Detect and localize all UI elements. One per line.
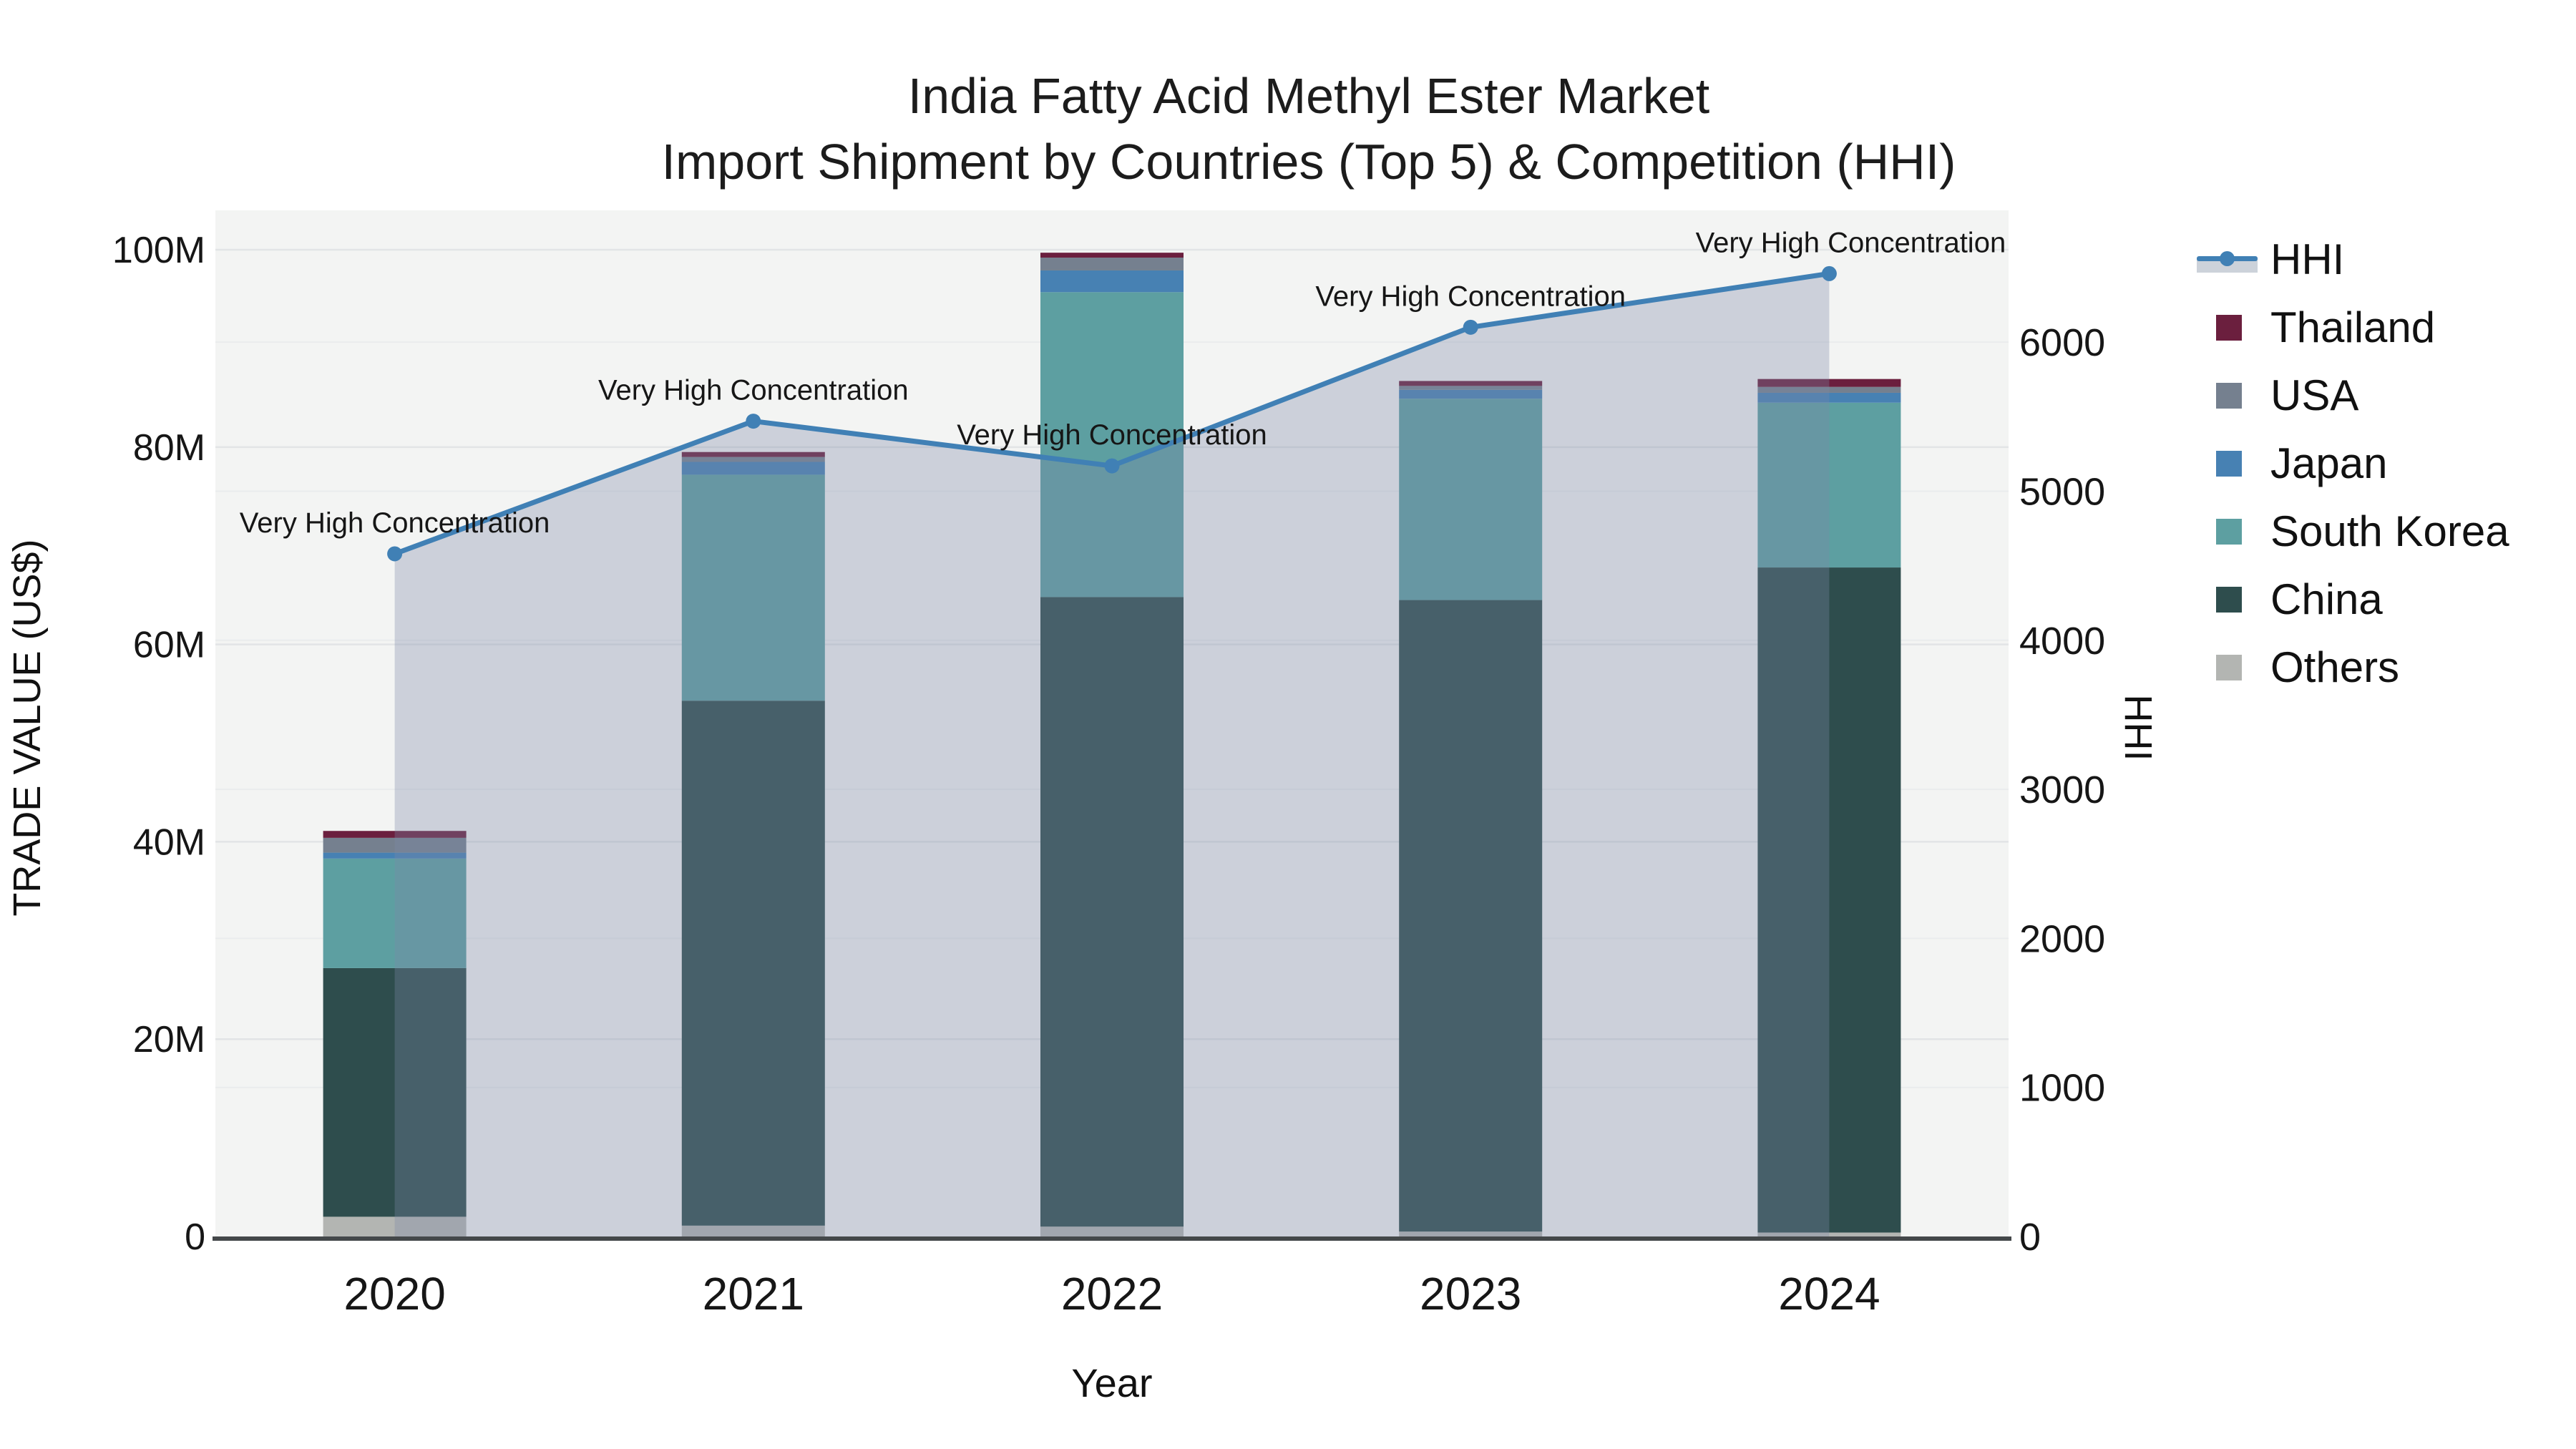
- bar-segment-2020-others[interactable]: [323, 1216, 467, 1236]
- tick-x-2023: 2023: [1420, 1268, 1521, 1319]
- bar-segment-2021-others[interactable]: [681, 1225, 825, 1236]
- bar-segment-2020-china[interactable]: [323, 967, 467, 1217]
- legend-swatch-south-korea-icon: [2190, 497, 2270, 565]
- bar-segment-2024-china[interactable]: [1757, 567, 1901, 1233]
- bar-segment-2024-others[interactable]: [1757, 1232, 1901, 1236]
- legend-item-china[interactable]: China: [2190, 565, 2509, 633]
- tick-x-2024: 2024: [1778, 1268, 1880, 1319]
- tick-right-3000: 3000: [2019, 769, 2105, 811]
- tick-right-4000: 4000: [2019, 620, 2105, 663]
- tick-right-2000: 2000: [2019, 917, 2105, 960]
- annotation-2021: Very High Concentration: [598, 375, 909, 406]
- bar-segment-2021-japan[interactable]: [681, 462, 825, 475]
- legend-item-japan[interactable]: Japan: [2190, 429, 2509, 497]
- tick-right-0: 0: [2019, 1216, 2041, 1259]
- legend-label-china: China: [2270, 575, 2383, 623]
- legend-item-south-korea[interactable]: South Korea: [2190, 497, 2509, 565]
- bar-segment-2022-others[interactable]: [1040, 1226, 1184, 1236]
- hhi-area-fill: [394, 273, 1830, 1237]
- annotation-2023: Very High Concentration: [1315, 280, 1626, 312]
- legend-swatch-china-icon: [2190, 565, 2270, 633]
- legend-item-usa[interactable]: USA: [2190, 361, 2509, 429]
- bar-segment-2021-china[interactable]: [681, 701, 825, 1226]
- legend-label-japan: Japan: [2270, 439, 2388, 487]
- chart-title-line1: India Fatty Acid Methyl Ester Market: [907, 68, 1710, 124]
- chart-title-line2: Import Shipment by Countries (Top 5) & C…: [661, 134, 1956, 190]
- bar-segment-2022-south-korea[interactable]: [1040, 292, 1184, 597]
- bar-segment-2023-japan[interactable]: [1399, 389, 1543, 399]
- hhi-point-2022[interactable]: [1104, 458, 1120, 474]
- legend-swatch-others-icon: [2190, 633, 2270, 701]
- legend: HHI Thailand USA Japan South Korea China Other…: [2190, 225, 2509, 701]
- x-axis-line: [213, 1236, 2011, 1241]
- annotation-2024: Very High Concentration: [1696, 227, 2006, 258]
- legend-label-usa: USA: [2270, 371, 2359, 419]
- tick-right-5000: 5000: [2019, 470, 2105, 513]
- bar-segment-2023-thailand[interactable]: [1399, 381, 1543, 386]
- bar-segment-2021-thailand[interactable]: [681, 452, 825, 457]
- bar-segment-2023-china[interactable]: [1399, 600, 1543, 1232]
- hhi-point-2021[interactable]: [746, 414, 761, 429]
- tick-x-2022: 2022: [1061, 1268, 1163, 1319]
- annotation-2022: Very High Concentration: [957, 419, 1267, 451]
- bar-segment-2023-usa[interactable]: [1399, 386, 1543, 390]
- legend-label-others: Others: [2270, 643, 2400, 691]
- legend-label-hhi: HHI: [2270, 235, 2345, 283]
- legend-item-thailand[interactable]: Thailand: [2190, 293, 2509, 361]
- bar-segment-2024-japan[interactable]: [1757, 392, 1901, 403]
- tick-x-2021: 2021: [703, 1268, 804, 1319]
- tick-x-2020: 2020: [343, 1268, 445, 1319]
- bar-segment-2020-japan[interactable]: [323, 852, 467, 859]
- chart-title: India Fatty Acid Methyl Ester Market Imp…: [0, 63, 2576, 195]
- tick-left-20M: 20M: [133, 1019, 205, 1060]
- tick-left-60M: 60M: [133, 625, 205, 666]
- bar-segment-2022-usa[interactable]: [1040, 258, 1184, 270]
- hhi-point-2023[interactable]: [1463, 319, 1478, 335]
- legend-swatch-thailand-icon: [2190, 293, 2270, 361]
- annotation-2020: Very High Concentration: [240, 507, 550, 539]
- tick-left-100M: 100M: [112, 230, 205, 271]
- tick-left-0: 0: [185, 1216, 205, 1258]
- bar-segment-2021-south-korea[interactable]: [681, 474, 825, 701]
- hhi-point-2024[interactable]: [1821, 265, 1837, 281]
- bar-segment-2024-thailand[interactable]: [1757, 379, 1901, 387]
- tick-right-6000: 6000: [2019, 321, 2105, 364]
- legend-swatch-japan-icon: [2190, 429, 2270, 497]
- bar-segment-2023-south-korea[interactable]: [1399, 399, 1543, 600]
- hhi-line-marker-icon: [2190, 225, 2270, 293]
- tick-left-80M: 80M: [133, 427, 205, 469]
- legend-swatch-usa-icon: [2190, 361, 2270, 429]
- bar-segment-2020-thailand[interactable]: [323, 831, 467, 838]
- legend-label-thailand: Thailand: [2270, 303, 2436, 351]
- bar-segment-2022-china[interactable]: [1040, 597, 1184, 1227]
- bar-segment-2022-thailand[interactable]: [1040, 253, 1184, 258]
- bar-segment-2022-japan[interactable]: [1040, 270, 1184, 293]
- hhi-point-2020[interactable]: [387, 546, 403, 562]
- tick-right-1000: 1000: [2019, 1067, 2105, 1110]
- bar-segment-2020-usa[interactable]: [323, 837, 467, 853]
- x-axis-title: Year: [1071, 1360, 1153, 1405]
- bar-segment-2023-others[interactable]: [1399, 1231, 1543, 1236]
- tick-left-40M: 40M: [133, 821, 205, 863]
- legend-item-hhi[interactable]: HHI: [2190, 225, 2509, 293]
- legend-label-south-korea: South Korea: [2270, 507, 2509, 555]
- bar-segment-2024-usa[interactable]: [1757, 386, 1901, 393]
- legend-item-others[interactable]: Others: [2190, 633, 2509, 701]
- bar-segment-2024-south-korea[interactable]: [1757, 402, 1901, 568]
- bar-segment-2020-south-korea[interactable]: [323, 858, 467, 968]
- bar-segment-2021-usa[interactable]: [681, 457, 825, 462]
